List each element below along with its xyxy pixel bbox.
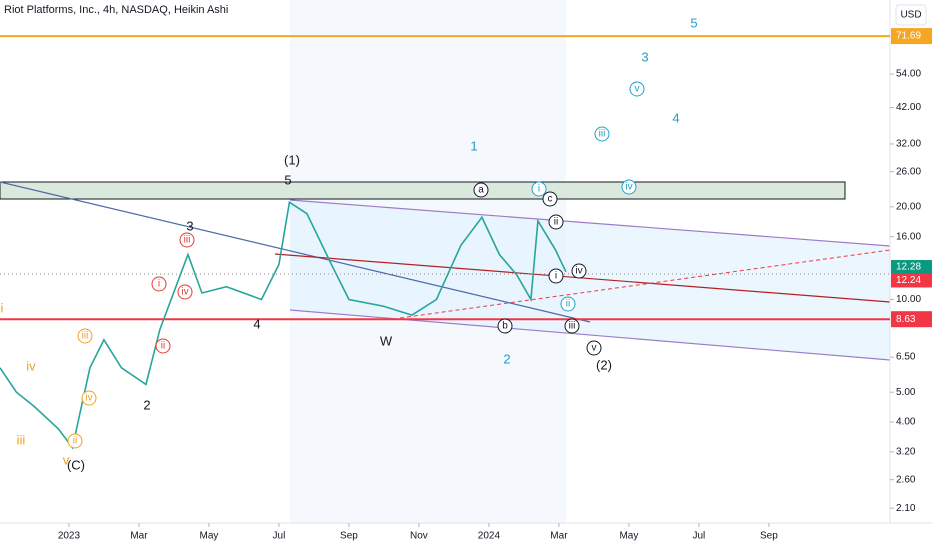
wave-label: i (538, 184, 540, 195)
wave-label: iv (26, 358, 36, 373)
wave-circle (473, 182, 489, 198)
x-tick-label: May (199, 531, 218, 542)
wave-label: 4 (253, 316, 260, 331)
wave-label: iv (625, 182, 632, 193)
wave-circle (560, 296, 576, 312)
wave-label: iii (17, 432, 26, 447)
wave-label: a (478, 185, 484, 196)
wave-label: b (502, 321, 508, 332)
wave-label: iv (575, 266, 582, 277)
trendline (399, 249, 891, 319)
wave-label: iii (569, 321, 576, 332)
level-tag (891, 311, 932, 328)
x-tick-label: 2023 (58, 531, 81, 542)
price-line (0, 200, 567, 450)
wave-label: ii (161, 341, 165, 352)
trendline (0, 181, 591, 323)
y-tick-label: 54.00 (896, 69, 921, 80)
wave-label: 5 (284, 172, 291, 187)
price-label: 12.28 (896, 262, 921, 273)
y-tick-label: 3.20 (896, 447, 916, 458)
y-tick-label: 4.00 (896, 417, 916, 428)
wave-label: v (63, 452, 70, 467)
wave-label: 1 (470, 138, 477, 153)
wave-circle (77, 328, 93, 344)
wave-circle (155, 338, 171, 354)
wave-circle (497, 318, 513, 334)
wave-circle (629, 81, 645, 97)
x-tick-label: Nov (410, 531, 428, 542)
y-tick-label: 26.00 (896, 166, 921, 177)
y-tick-label: 10.00 (896, 294, 921, 305)
price-tag (891, 273, 932, 288)
level-tag (891, 28, 932, 45)
currency-button[interactable] (895, 4, 927, 26)
wave-label: iv (181, 287, 188, 298)
wave-label: (C) (67, 457, 85, 472)
wave-circle (548, 214, 564, 230)
wave-label: v (592, 343, 597, 354)
wave-circle (179, 232, 195, 248)
wave-circle (548, 268, 564, 284)
wave-label: c (548, 194, 553, 205)
x-tick-label: Sep (760, 531, 778, 542)
wave-label: i (158, 279, 160, 290)
wave-circle (67, 433, 83, 449)
wave-circle (571, 263, 587, 279)
wave-label: (1) (284, 152, 300, 167)
wave-label: i (1, 300, 4, 315)
wave-circle (151, 276, 167, 292)
wave-label: 2 (503, 351, 510, 366)
y-tick-label: 20.00 (896, 201, 921, 212)
wave-circle (586, 340, 602, 356)
wave-label: iii (599, 129, 606, 140)
y-tick-label: 2.60 (896, 474, 916, 485)
wave-label: iii (82, 331, 89, 342)
y-tick-label: 6.50 (896, 352, 916, 363)
y-tick-label: 2.10 (896, 503, 916, 514)
y-tick-label: 5.00 (896, 387, 916, 398)
wave-circle (542, 191, 558, 207)
x-tick-label: Sep (340, 531, 358, 542)
wave-label: v (635, 84, 640, 95)
wave-label: ii (554, 217, 558, 228)
wave-label: ii (566, 299, 570, 310)
trendline (274, 253, 891, 303)
wave-label: ii (73, 436, 77, 447)
x-tick-label: Jul (693, 531, 706, 542)
wave-circle (564, 318, 580, 334)
wave-label: i (555, 271, 557, 282)
wave-circle (594, 126, 610, 142)
wave-label: 2 (143, 397, 150, 412)
chart-title: Riot Platforms, Inc., 4h, NASDAQ, Heikin… (4, 4, 228, 16)
x-tick-label: 2024 (478, 531, 501, 542)
wave-label: 5 (690, 15, 697, 30)
wave-circle (531, 181, 547, 197)
currency[interactable]: USD (900, 10, 921, 21)
wave-label: W (380, 333, 393, 348)
wave-circle (81, 390, 97, 406)
level-label: 8.63 (896, 314, 916, 325)
wave-circle (621, 179, 637, 195)
x-tick-label: May (619, 531, 638, 542)
channel-top (289, 199, 891, 247)
price-label: 12.24 (896, 275, 921, 286)
resistance-zone (0, 181, 846, 200)
wave-label: iv (85, 393, 92, 404)
y-tick-label: 16.00 (896, 231, 921, 242)
wave-label: 3 (186, 218, 193, 233)
x-tick-label: Mar (130, 531, 148, 542)
x-tick-label: Jul (273, 531, 286, 542)
wave-label: (2) (596, 357, 612, 372)
wave-label: 3 (641, 49, 648, 64)
y-tick-label: 32.00 (896, 139, 921, 150)
y-tick-label: 42.00 (896, 102, 921, 113)
x-tick-label: Mar (550, 531, 568, 542)
price-tag (891, 260, 932, 275)
wave-label: iii (184, 235, 191, 246)
wave-circle (177, 284, 193, 300)
wave-label: 4 (672, 110, 679, 125)
level-label: 71.69 (896, 31, 921, 42)
